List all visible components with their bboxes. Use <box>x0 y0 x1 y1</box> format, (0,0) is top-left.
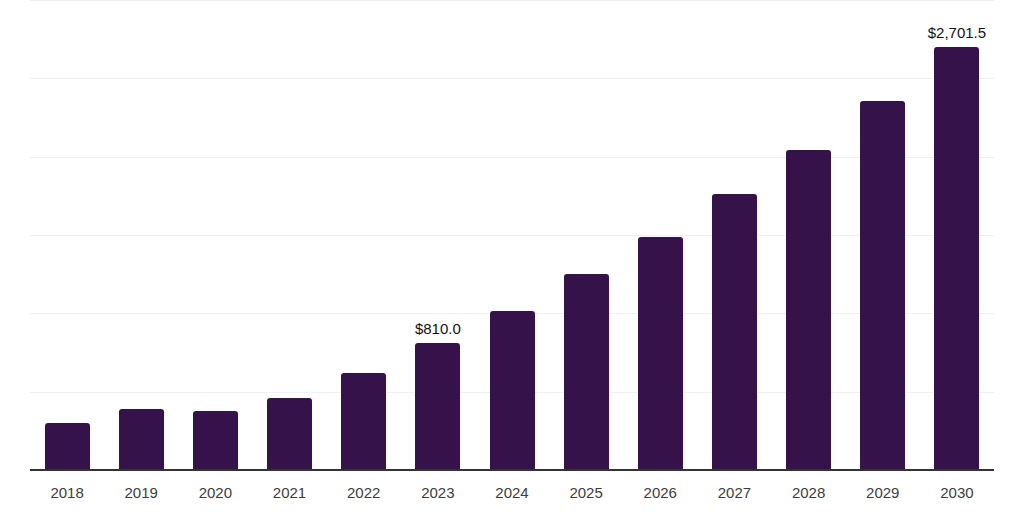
x-axis-tick-label-2024: 2024 <box>475 484 549 502</box>
bar-2025 <box>564 274 609 470</box>
bar-2019 <box>119 409 164 470</box>
x-axis-tick-label-2028: 2028 <box>772 484 846 502</box>
bar-2026 <box>638 237 683 470</box>
x-axis-tick-label-2022: 2022 <box>327 484 401 502</box>
bar-2021 <box>267 398 312 470</box>
bar-2024 <box>490 311 535 470</box>
bar-chart: $810.0$2,701.5 2018201920202021202220232… <box>0 0 1024 512</box>
bar-2030 <box>934 47 979 470</box>
bar-2020 <box>193 411 238 470</box>
plot-area: $810.0$2,701.5 <box>30 0 994 470</box>
x-axis-tick-label-2030: 2030 <box>920 484 994 502</box>
x-axis-tick-label-2021: 2021 <box>252 484 326 502</box>
value-label-2030: $2,701.5 <box>900 25 1014 40</box>
x-axis-tick-label-2019: 2019 <box>104 484 178 502</box>
bar-2022 <box>341 373 386 470</box>
bar-2018 <box>45 423 90 470</box>
gridline-3000 <box>30 0 994 1</box>
bar-2027 <box>712 194 757 470</box>
gridline-1500 <box>30 235 994 236</box>
gridline-2000 <box>30 157 994 158</box>
bar-2029 <box>860 101 905 470</box>
x-axis-line <box>30 469 994 471</box>
bar-2028 <box>786 150 831 470</box>
x-axis-tick-label-2026: 2026 <box>623 484 697 502</box>
x-axis-tick-label-2023: 2023 <box>401 484 475 502</box>
value-label-2023: $810.0 <box>381 321 495 336</box>
x-axis-tick-label-2018: 2018 <box>30 484 104 502</box>
bar-2023 <box>415 343 460 470</box>
gridline-2500 <box>30 78 994 79</box>
x-axis-tick-label-2027: 2027 <box>697 484 771 502</box>
x-axis-tick-label-2020: 2020 <box>178 484 252 502</box>
x-axis: 2018201920202021202220232024202520262027… <box>30 484 994 508</box>
x-axis-tick-label-2029: 2029 <box>846 484 920 502</box>
x-axis-tick-label-2025: 2025 <box>549 484 623 502</box>
